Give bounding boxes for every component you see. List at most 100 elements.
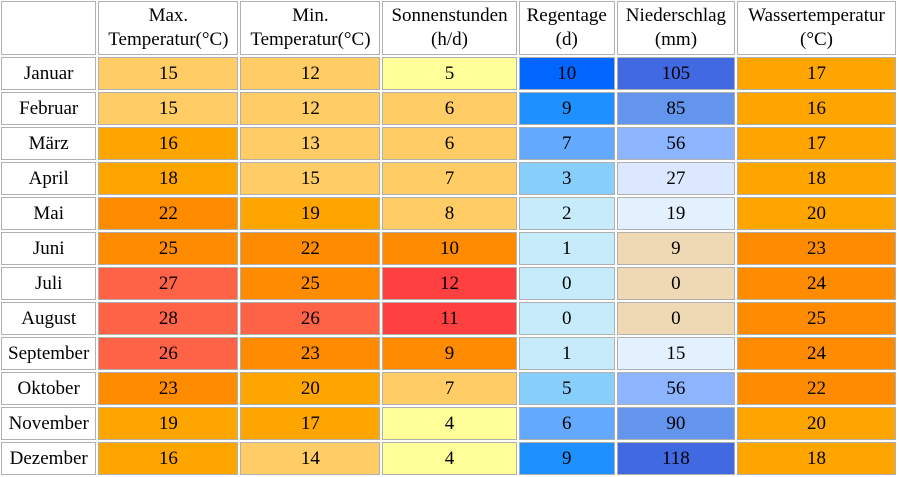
rain-days-cell: 0 bbox=[518, 302, 615, 335]
header-rain-days: Regentage (d) bbox=[518, 1, 615, 55]
precipitation-cell: 56 bbox=[616, 127, 735, 160]
precipitation-cell: 15 bbox=[616, 337, 735, 370]
min-temp-cell: 23 bbox=[240, 337, 381, 370]
table-row: Dezember 16 14 4 9 118 18 bbox=[1, 442, 896, 475]
max-temp-cell: 16 bbox=[98, 127, 239, 160]
month-cell: Oktober bbox=[1, 372, 97, 405]
header-min-temp: Min. Temperatur(°C) bbox=[240, 1, 381, 55]
rain-days-cell: 2 bbox=[518, 197, 615, 230]
precipitation-cell: 118 bbox=[616, 442, 735, 475]
sun-hours-cell: 4 bbox=[382, 407, 517, 440]
table-row: Mai 22 19 8 2 19 20 bbox=[1, 197, 896, 230]
month-cell: Mai bbox=[1, 197, 97, 230]
precipitation-cell: 0 bbox=[616, 302, 735, 335]
min-temp-cell: 13 bbox=[240, 127, 381, 160]
rain-days-cell: 10 bbox=[518, 57, 615, 90]
month-cell: August bbox=[1, 302, 97, 335]
water-temp-cell: 18 bbox=[737, 162, 896, 195]
rain-days-cell: 9 bbox=[518, 92, 615, 125]
water-temp-cell: 18 bbox=[737, 442, 896, 475]
precipitation-cell: 85 bbox=[616, 92, 735, 125]
header-precipitation: Niederschlag (mm) bbox=[616, 1, 735, 55]
sun-hours-cell: 7 bbox=[382, 162, 517, 195]
min-temp-cell: 12 bbox=[240, 92, 381, 125]
max-temp-cell: 19 bbox=[98, 407, 239, 440]
sun-hours-cell: 10 bbox=[382, 232, 517, 265]
rain-days-cell: 9 bbox=[518, 442, 615, 475]
header-row: Max. Temperatur(°C) Min. Temperatur(°C) So… bbox=[1, 1, 896, 55]
month-cell: Januar bbox=[1, 57, 97, 90]
max-temp-cell: 18 bbox=[98, 162, 239, 195]
water-temp-cell: 25 bbox=[737, 302, 896, 335]
month-cell: Juli bbox=[1, 267, 97, 300]
min-temp-cell: 14 bbox=[240, 442, 381, 475]
max-temp-cell: 15 bbox=[98, 57, 239, 90]
rain-days-cell: 0 bbox=[518, 267, 615, 300]
water-temp-cell: 17 bbox=[737, 127, 896, 160]
min-temp-cell: 26 bbox=[240, 302, 381, 335]
month-cell: Juni bbox=[1, 232, 97, 265]
table-row: August 28 26 11 0 0 25 bbox=[1, 302, 896, 335]
precipitation-cell: 19 bbox=[616, 197, 735, 230]
min-temp-cell: 25 bbox=[240, 267, 381, 300]
rain-days-cell: 6 bbox=[518, 407, 615, 440]
precipitation-cell: 90 bbox=[616, 407, 735, 440]
water-temp-cell: 20 bbox=[737, 197, 896, 230]
max-temp-cell: 27 bbox=[98, 267, 239, 300]
precipitation-cell: 9 bbox=[616, 232, 735, 265]
min-temp-cell: 20 bbox=[240, 372, 381, 405]
max-temp-cell: 16 bbox=[98, 442, 239, 475]
min-temp-cell: 17 bbox=[240, 407, 381, 440]
sun-hours-cell: 7 bbox=[382, 372, 517, 405]
min-temp-cell: 15 bbox=[240, 162, 381, 195]
month-cell: Februar bbox=[1, 92, 97, 125]
water-temp-cell: 16 bbox=[737, 92, 896, 125]
header-sun-hours: Sonnenstunden (h/d) bbox=[382, 1, 517, 55]
min-temp-cell: 12 bbox=[240, 57, 381, 90]
table-row: Januar 15 12 5 10 105 17 bbox=[1, 57, 896, 90]
sun-hours-cell: 4 bbox=[382, 442, 517, 475]
table-row: März 16 13 6 7 56 17 bbox=[1, 127, 896, 160]
max-temp-cell: 15 bbox=[98, 92, 239, 125]
sun-hours-cell: 12 bbox=[382, 267, 517, 300]
max-temp-cell: 22 bbox=[98, 197, 239, 230]
table-row: November 19 17 4 6 90 20 bbox=[1, 407, 896, 440]
table-row: Februar 15 12 6 9 85 16 bbox=[1, 92, 896, 125]
rain-days-cell: 1 bbox=[518, 232, 615, 265]
header-max-temp: Max. Temperatur(°C) bbox=[98, 1, 239, 55]
water-temp-cell: 23 bbox=[737, 232, 896, 265]
month-cell: März bbox=[1, 127, 97, 160]
table-row: Juli 27 25 12 0 0 24 bbox=[1, 267, 896, 300]
max-temp-cell: 25 bbox=[98, 232, 239, 265]
rain-days-cell: 3 bbox=[518, 162, 615, 195]
water-temp-cell: 24 bbox=[737, 337, 896, 370]
max-temp-cell: 28 bbox=[98, 302, 239, 335]
rain-days-cell: 1 bbox=[518, 337, 615, 370]
water-temp-cell: 17 bbox=[737, 57, 896, 90]
header-water-temp: Wassertemperatur (°C) bbox=[737, 1, 896, 55]
month-cell: Dezember bbox=[1, 442, 97, 475]
precipitation-cell: 105 bbox=[616, 57, 735, 90]
precipitation-cell: 0 bbox=[616, 267, 735, 300]
precipitation-cell: 56 bbox=[616, 372, 735, 405]
sun-hours-cell: 6 bbox=[382, 127, 517, 160]
sun-hours-cell: 9 bbox=[382, 337, 517, 370]
rain-days-cell: 7 bbox=[518, 127, 615, 160]
sun-hours-cell: 11 bbox=[382, 302, 517, 335]
min-temp-cell: 22 bbox=[240, 232, 381, 265]
water-temp-cell: 24 bbox=[737, 267, 896, 300]
month-cell: April bbox=[1, 162, 97, 195]
month-cell: September bbox=[1, 337, 97, 370]
sun-hours-cell: 6 bbox=[382, 92, 517, 125]
precipitation-cell: 27 bbox=[616, 162, 735, 195]
corner-cell bbox=[1, 1, 97, 55]
sun-hours-cell: 5 bbox=[382, 57, 517, 90]
rain-days-cell: 5 bbox=[518, 372, 615, 405]
sun-hours-cell: 8 bbox=[382, 197, 517, 230]
water-temp-cell: 20 bbox=[737, 407, 896, 440]
table-row: Juni 25 22 10 1 9 23 bbox=[1, 232, 896, 265]
table-row: Oktober 23 20 7 5 56 22 bbox=[1, 372, 896, 405]
min-temp-cell: 19 bbox=[240, 197, 381, 230]
max-temp-cell: 26 bbox=[98, 337, 239, 370]
